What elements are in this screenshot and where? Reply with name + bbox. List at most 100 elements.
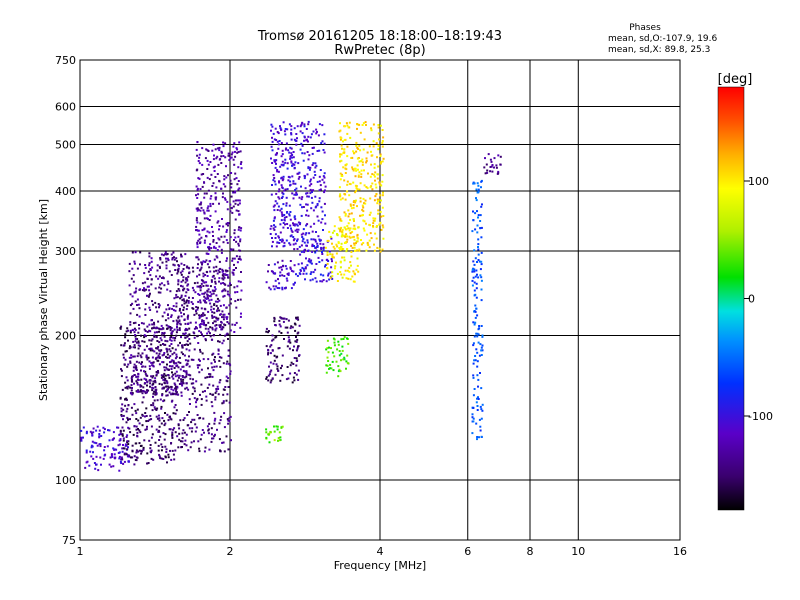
data-point (292, 163, 295, 166)
data-point (379, 124, 382, 127)
data-point (280, 219, 283, 222)
data-point (216, 385, 219, 388)
data-point (288, 242, 291, 245)
data-point (339, 219, 342, 222)
data-point (216, 318, 219, 321)
data-point (183, 376, 186, 379)
data-point (327, 239, 330, 242)
data-point (210, 308, 213, 311)
data-point (311, 278, 314, 281)
data-point (211, 326, 214, 329)
data-point (286, 273, 289, 275)
data-point (211, 405, 214, 408)
data-point (201, 333, 203, 336)
data-point (138, 442, 141, 445)
data-point (346, 183, 349, 186)
data-point (307, 260, 310, 262)
data-point (222, 393, 225, 396)
data-point (343, 226, 346, 229)
data-point (373, 173, 376, 176)
data-point (212, 437, 215, 440)
data-point (281, 425, 284, 428)
data-point (228, 420, 231, 423)
data-point (125, 421, 128, 424)
data-point (154, 390, 157, 393)
data-point (177, 321, 179, 324)
data-point (344, 164, 347, 167)
data-point (80, 438, 83, 441)
data-point (285, 378, 288, 381)
data-point (292, 224, 295, 226)
data-point (199, 286, 202, 289)
data-point (215, 269, 218, 272)
data-point (200, 282, 203, 285)
data-point (142, 390, 145, 392)
data-point (161, 394, 164, 397)
data-point (472, 210, 474, 213)
data-point (137, 389, 139, 392)
data-point (327, 351, 330, 354)
data-point (479, 274, 482, 277)
data-point (472, 362, 475, 365)
data-point (168, 356, 171, 359)
data-point (135, 456, 138, 459)
data-point (354, 249, 356, 252)
data-point (146, 325, 149, 328)
data-point (209, 335, 212, 338)
data-point (187, 275, 190, 278)
data-point (300, 185, 302, 188)
data-point (297, 177, 300, 180)
data-point (95, 429, 98, 432)
data-point (203, 212, 206, 215)
data-point (227, 174, 229, 177)
data-point (215, 157, 218, 160)
data-point (227, 154, 230, 157)
data-point (188, 411, 190, 413)
data-point (159, 283, 162, 286)
data-point (183, 313, 185, 316)
data-point (216, 173, 219, 175)
data-point (158, 425, 161, 428)
data-point (203, 292, 206, 295)
data-point (219, 379, 222, 382)
data-point (153, 331, 156, 334)
data-point (198, 156, 201, 159)
data-point (185, 364, 188, 367)
data-point (149, 414, 152, 417)
data-point (122, 414, 125, 417)
data-point (158, 328, 161, 331)
data-point (318, 189, 321, 192)
data-point (345, 277, 348, 280)
data-point (179, 368, 182, 371)
data-point (233, 163, 236, 166)
data-point (363, 184, 366, 187)
data-point (223, 323, 226, 326)
data-point (214, 148, 217, 151)
data-point (132, 355, 135, 358)
data-point (156, 331, 158, 334)
data-point (131, 267, 134, 270)
data-point (349, 136, 352, 139)
data-point (157, 414, 160, 417)
data-point (274, 166, 277, 169)
data-point (142, 446, 145, 449)
data-point (129, 331, 132, 334)
data-point (295, 191, 298, 194)
data-point (297, 263, 300, 266)
data-point (159, 337, 162, 340)
data-point (129, 293, 132, 296)
data-point (269, 381, 272, 384)
data-point (218, 359, 221, 362)
data-point (377, 132, 380, 135)
data-point (172, 359, 175, 362)
data-point (472, 406, 475, 409)
data-point (479, 214, 482, 217)
data-point (351, 236, 354, 239)
data-point (309, 166, 312, 169)
data-point (173, 406, 176, 409)
data-point (472, 219, 475, 222)
data-point (183, 354, 186, 357)
data-point (177, 270, 180, 273)
data-point (129, 321, 132, 324)
data-point (237, 203, 240, 206)
